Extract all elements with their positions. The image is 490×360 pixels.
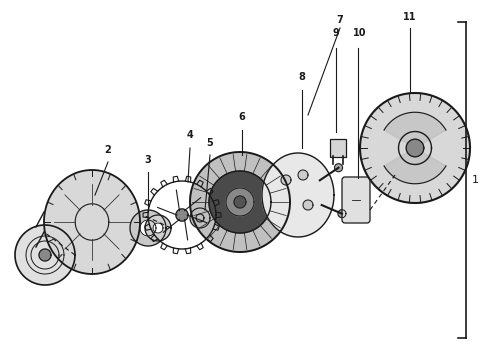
- Text: 8: 8: [298, 72, 305, 82]
- Polygon shape: [226, 188, 254, 216]
- Polygon shape: [234, 196, 246, 208]
- Polygon shape: [44, 170, 140, 274]
- Polygon shape: [15, 225, 75, 285]
- Polygon shape: [140, 220, 156, 236]
- Text: 2: 2: [105, 145, 111, 155]
- Polygon shape: [130, 210, 166, 246]
- Polygon shape: [176, 209, 188, 221]
- Polygon shape: [338, 210, 346, 218]
- Polygon shape: [262, 153, 334, 237]
- Text: 6: 6: [239, 112, 245, 122]
- Polygon shape: [190, 208, 210, 228]
- FancyBboxPatch shape: [330, 139, 346, 157]
- Polygon shape: [153, 223, 163, 233]
- Polygon shape: [190, 152, 290, 252]
- Polygon shape: [303, 200, 313, 210]
- Text: 9: 9: [333, 28, 340, 38]
- FancyBboxPatch shape: [342, 177, 370, 223]
- Polygon shape: [145, 215, 171, 241]
- Text: 11: 11: [403, 12, 417, 22]
- Polygon shape: [384, 148, 446, 184]
- Polygon shape: [406, 139, 424, 157]
- Text: 5: 5: [207, 138, 213, 148]
- Polygon shape: [281, 175, 291, 185]
- Polygon shape: [39, 249, 51, 261]
- Polygon shape: [360, 93, 470, 203]
- Polygon shape: [384, 112, 446, 148]
- Text: 4: 4: [187, 130, 194, 140]
- Text: 7: 7: [337, 15, 343, 25]
- Polygon shape: [298, 170, 308, 180]
- Text: 10: 10: [353, 28, 367, 38]
- Polygon shape: [335, 164, 343, 172]
- Polygon shape: [209, 171, 271, 233]
- Text: 3: 3: [145, 155, 151, 165]
- Polygon shape: [196, 214, 204, 222]
- Text: 1: 1: [472, 175, 479, 185]
